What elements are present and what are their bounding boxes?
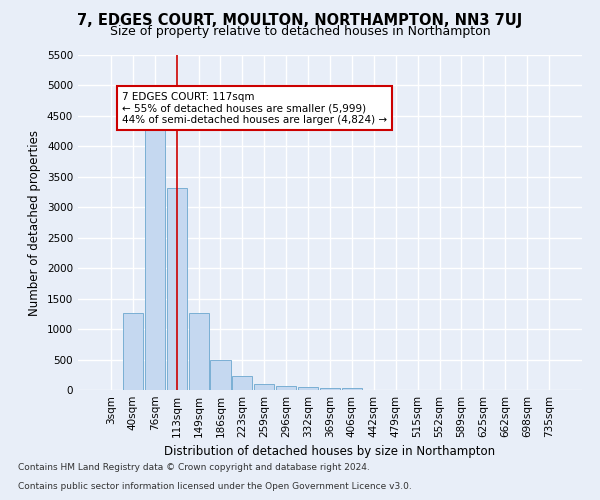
Bar bbox=[276, 386, 296, 390]
Bar bbox=[167, 188, 187, 390]
Bar bbox=[145, 124, 165, 390]
Bar bbox=[188, 314, 209, 390]
Y-axis label: Number of detached properties: Number of detached properties bbox=[28, 130, 41, 316]
Bar bbox=[232, 376, 253, 390]
Bar bbox=[123, 314, 143, 390]
Text: Contains public sector information licensed under the Open Government Licence v3: Contains public sector information licen… bbox=[18, 482, 412, 491]
Bar bbox=[211, 360, 230, 390]
Bar bbox=[320, 388, 340, 390]
Bar bbox=[298, 386, 318, 390]
Bar bbox=[342, 388, 362, 390]
Text: Contains HM Land Registry data © Crown copyright and database right 2024.: Contains HM Land Registry data © Crown c… bbox=[18, 464, 370, 472]
X-axis label: Distribution of detached houses by size in Northampton: Distribution of detached houses by size … bbox=[164, 446, 496, 458]
Text: 7 EDGES COURT: 117sqm
← 55% of detached houses are smaller (5,999)
44% of semi-d: 7 EDGES COURT: 117sqm ← 55% of detached … bbox=[122, 92, 387, 124]
Text: Size of property relative to detached houses in Northampton: Size of property relative to detached ho… bbox=[110, 25, 490, 38]
Bar bbox=[254, 384, 274, 390]
Text: 7, EDGES COURT, MOULTON, NORTHAMPTON, NN3 7UJ: 7, EDGES COURT, MOULTON, NORTHAMPTON, NN… bbox=[77, 12, 523, 28]
